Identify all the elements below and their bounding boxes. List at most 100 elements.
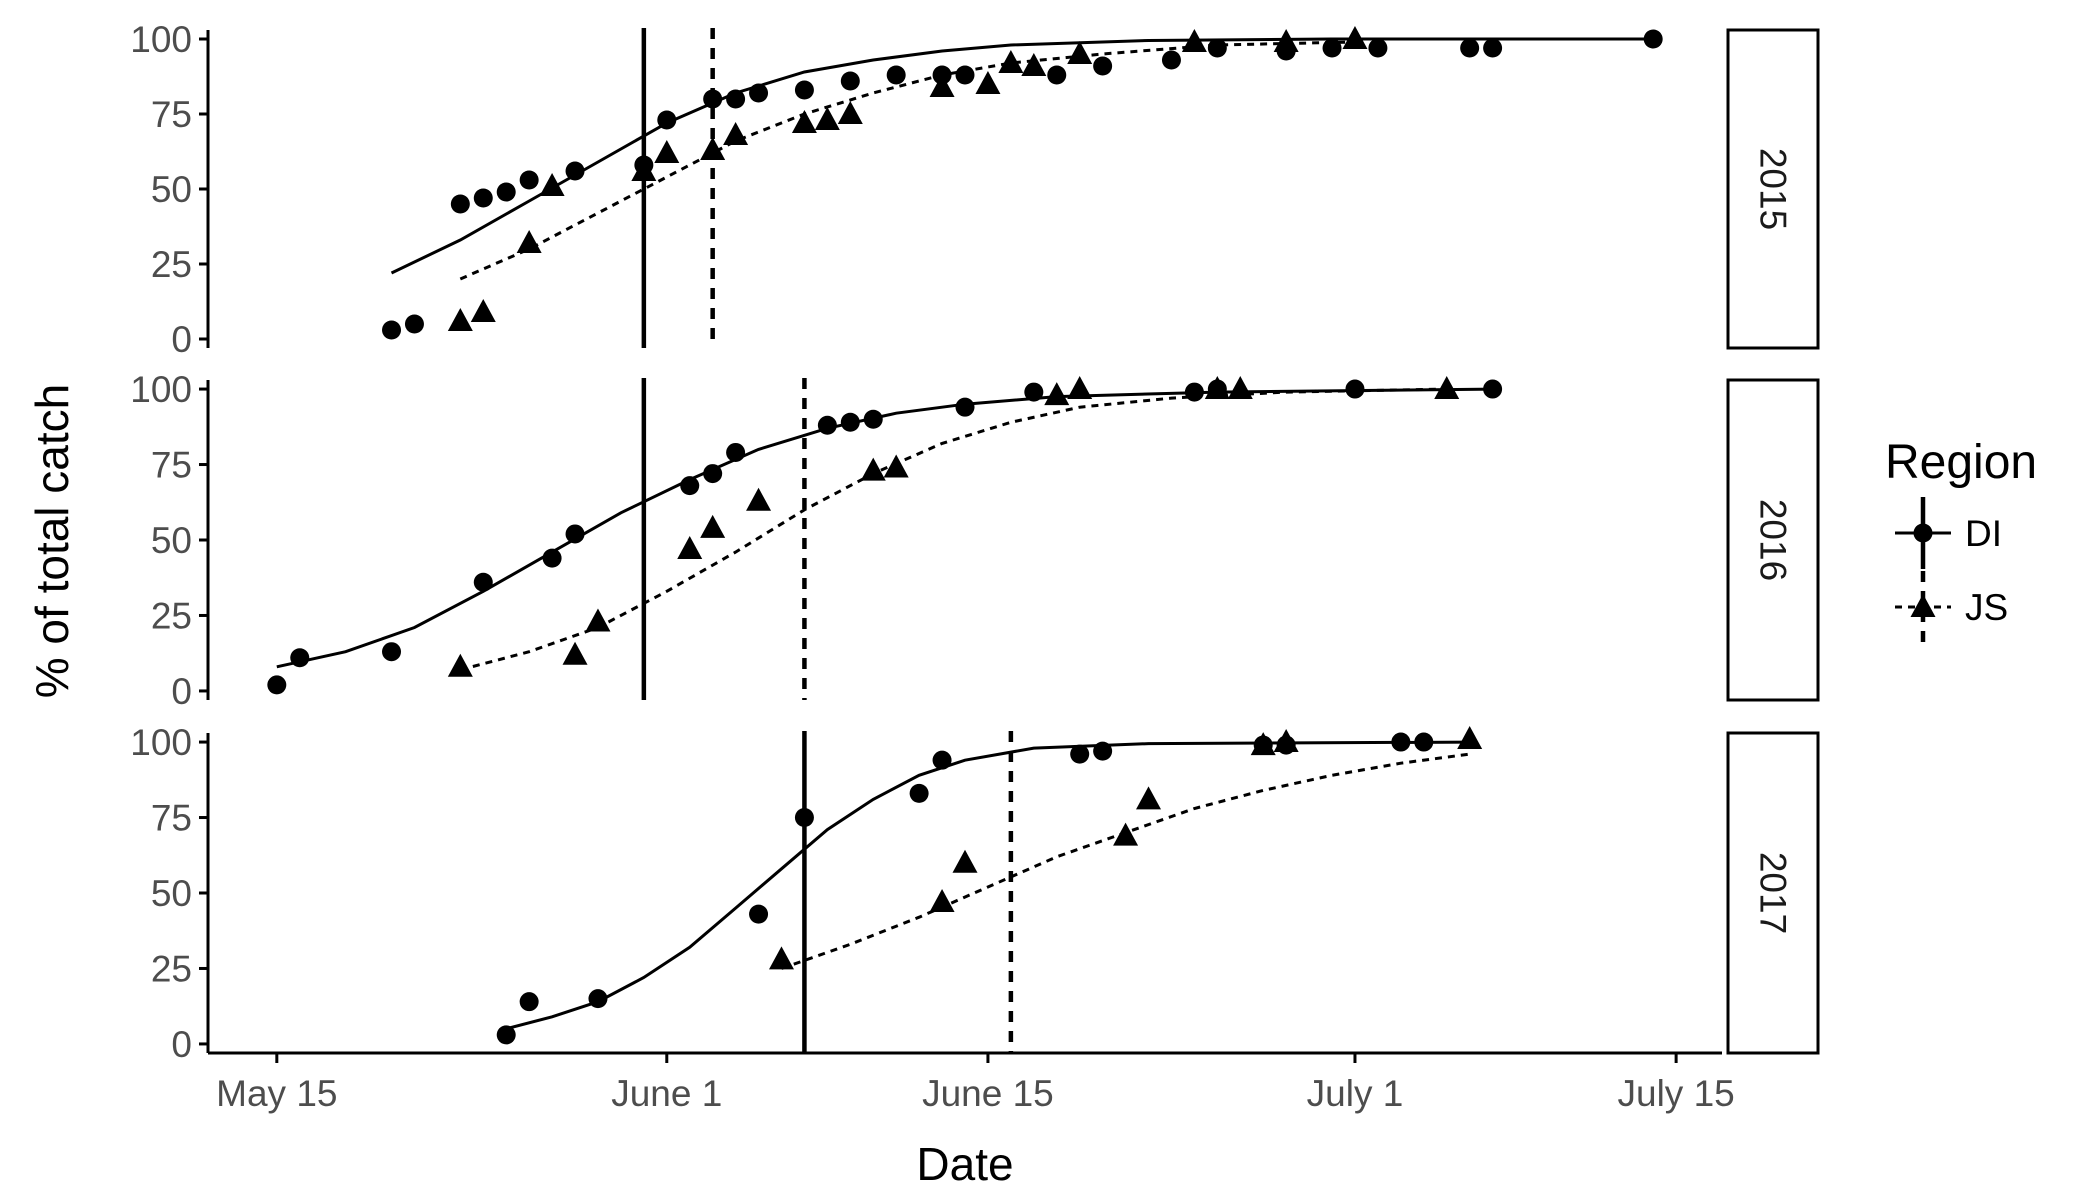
fit-curve-JS xyxy=(781,752,1470,970)
y-tick-label: 0 xyxy=(171,671,192,712)
x-axis: May 15 June 1 June 15 July 1 July 15 xyxy=(208,1051,1735,1114)
y-tick-label: 100 xyxy=(130,369,192,410)
x-tick-label: July 1 xyxy=(1307,1073,1404,1114)
fit-curve-DI xyxy=(276,387,1493,669)
point-JS xyxy=(1113,822,1139,846)
point-JS xyxy=(814,107,840,130)
point-JS xyxy=(700,137,726,160)
point-DI xyxy=(794,80,814,100)
point-JS xyxy=(1021,53,1047,76)
point-JS xyxy=(952,849,978,873)
point-JS xyxy=(1181,29,1207,52)
legend-entry-JS: JS xyxy=(1895,571,2008,643)
point-DI xyxy=(909,783,929,803)
point-JS xyxy=(1204,376,1230,400)
point-JS xyxy=(516,230,542,253)
point-DI xyxy=(404,314,424,334)
point-JS xyxy=(723,122,749,145)
point-JS xyxy=(998,50,1024,73)
y-axis-title: % of total catch xyxy=(26,384,78,699)
point-DI xyxy=(382,642,402,662)
legend-title: Region xyxy=(1885,436,2037,489)
point-DI xyxy=(565,161,585,181)
point-DI xyxy=(1070,744,1090,764)
facet-strip-label: 2017 xyxy=(1753,852,1794,934)
point-JS xyxy=(1227,376,1253,400)
point-DI xyxy=(1368,38,1388,58)
facet-2017: 0 25 50 75 100 2017 xyxy=(130,722,1820,1065)
legend-key-circle xyxy=(1913,523,1933,543)
point-JS xyxy=(447,653,473,677)
y-tick-label: 0 xyxy=(171,1024,192,1065)
point-JS xyxy=(768,946,794,970)
y-tick-label: 25 xyxy=(151,595,192,636)
point-JS xyxy=(1457,726,1483,750)
point-DI xyxy=(1207,38,1227,58)
point-DI xyxy=(680,476,700,496)
y-tick-label: 0 xyxy=(171,319,192,360)
x-tick-label: June 15 xyxy=(922,1073,1054,1114)
point-DI xyxy=(542,548,562,568)
point-DI xyxy=(290,648,310,668)
legend-entry-DI: DI xyxy=(1895,497,2002,569)
point-JS xyxy=(746,487,772,511)
legend-label: DI xyxy=(1965,513,2002,554)
point-DI xyxy=(1024,382,1044,402)
point-DI xyxy=(519,170,539,190)
point-DI xyxy=(496,182,516,202)
point-DI xyxy=(749,904,769,924)
y-tick-label: 50 xyxy=(151,520,192,561)
point-DI xyxy=(588,989,608,1009)
y-tick-label: 75 xyxy=(151,798,192,839)
point-DI xyxy=(1161,50,1181,70)
point-DI xyxy=(840,412,860,432)
point-DI xyxy=(749,83,769,103)
point-DI xyxy=(1047,65,1067,85)
y-tick-label: 25 xyxy=(151,244,192,285)
point-JS xyxy=(585,608,611,632)
point-DI xyxy=(519,992,539,1012)
point-DI xyxy=(1093,741,1113,761)
point-JS xyxy=(700,514,726,538)
fit-curve-JS xyxy=(459,40,1356,281)
point-JS xyxy=(631,158,657,181)
point-JS xyxy=(654,140,680,163)
point-DI xyxy=(382,320,402,340)
y-tick-label: 75 xyxy=(151,445,192,486)
point-DI xyxy=(1093,56,1113,76)
point-JS xyxy=(837,101,863,124)
point-DI xyxy=(1460,38,1480,58)
facet-strip xyxy=(1726,378,1820,702)
y-tick-label: 100 xyxy=(130,722,192,763)
x-tick-label: May 15 xyxy=(216,1073,337,1114)
point-DI xyxy=(1414,732,1434,752)
point-JS xyxy=(1273,29,1299,52)
y-tick-label: 50 xyxy=(151,169,192,210)
point-JS xyxy=(791,110,817,133)
point-JS xyxy=(470,299,496,322)
point-DI xyxy=(1483,38,1503,58)
facet-panels: 0 25 50 75 100 2015 0 25 50 75 100 2016 0 25 50 75 100 20… xyxy=(130,19,1820,1065)
point-JS xyxy=(1067,376,1093,400)
x-tick-label: June 1 xyxy=(611,1073,722,1114)
facet-strip xyxy=(1726,28,1820,350)
facet-2016: 0 25 50 75 100 2016 xyxy=(130,369,1820,712)
point-JS xyxy=(860,457,886,481)
point-JS xyxy=(562,641,588,665)
facet-strip-label: 2015 xyxy=(1753,148,1794,230)
point-DI xyxy=(863,409,883,429)
fit-curve-DI xyxy=(390,37,1654,275)
point-JS xyxy=(929,74,955,97)
legend-key-triangle xyxy=(1910,594,1936,617)
point-JS xyxy=(1044,382,1070,406)
point-DI xyxy=(726,89,746,109)
point-JS xyxy=(1342,26,1368,49)
point-DI xyxy=(1345,379,1365,399)
point-DI xyxy=(840,71,860,91)
facet-strip-label: 2016 xyxy=(1753,499,1794,581)
point-DI xyxy=(726,442,746,462)
x-axis-title: Date xyxy=(916,1138,1013,1190)
point-DI xyxy=(473,572,493,592)
y-tick-label: 50 xyxy=(151,873,192,914)
legend-label: JS xyxy=(1965,587,2008,628)
